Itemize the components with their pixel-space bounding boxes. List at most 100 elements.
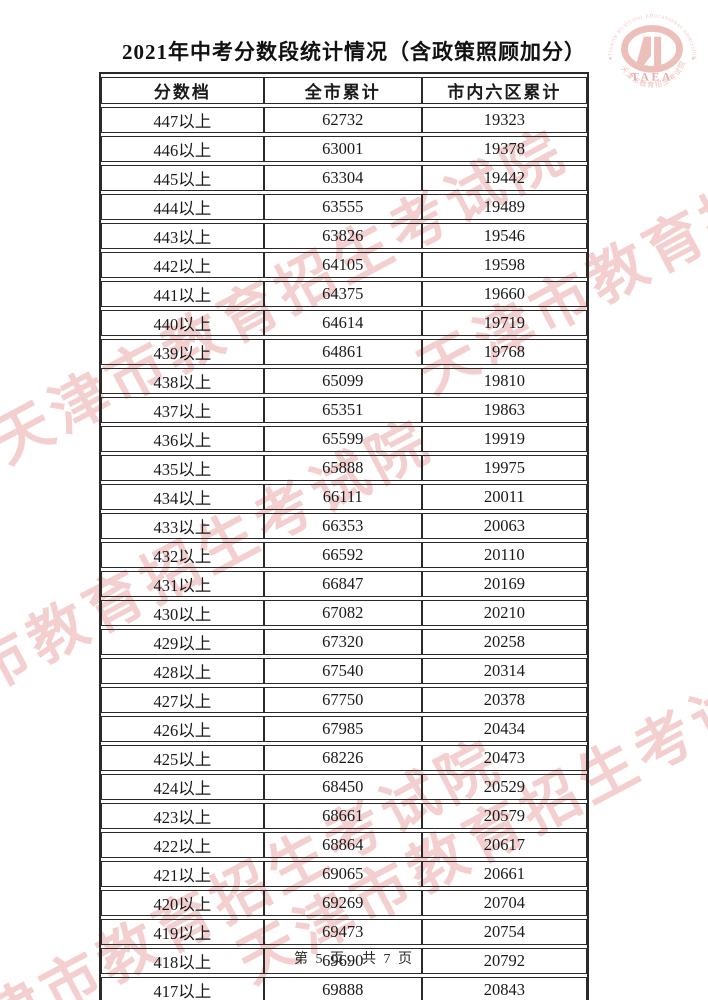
table-row: 421以上 69065 20661 xyxy=(101,861,587,887)
cell-six-districts: 20169 xyxy=(421,571,587,597)
cell-citywide: 65351 xyxy=(263,397,422,423)
header-six-districts-cumulative: 市内六区累计 xyxy=(421,77,587,104)
cell-citywide: 62732 xyxy=(263,107,422,133)
cell-citywide: 69269 xyxy=(263,890,422,916)
cell-six-districts: 20210 xyxy=(421,600,587,626)
cell-six-districts: 20617 xyxy=(421,832,587,858)
cell-six-districts: 20529 xyxy=(421,774,587,800)
cell-citywide: 68661 xyxy=(263,803,422,829)
table-row: 439以上 64861 19768 xyxy=(101,339,587,365)
table-row: 420以上 69269 20704 xyxy=(101,890,587,916)
cell-citywide: 69690 xyxy=(263,948,422,974)
cell-six-districts: 20314 xyxy=(421,658,587,684)
cell-score-tier: 439以上 xyxy=(101,339,264,365)
cell-score-tier: 444以上 xyxy=(101,194,264,220)
cell-citywide: 64861 xyxy=(263,339,422,365)
table-row: 429以上 67320 20258 xyxy=(101,629,587,655)
cell-citywide: 65599 xyxy=(263,426,422,452)
cell-six-districts: 20473 xyxy=(421,745,587,771)
cell-score-tier: 419以上 xyxy=(101,919,264,945)
cell-six-districts: 20110 xyxy=(421,542,587,568)
page-title: 2021年中考分数段统计情况（含政策照顾加分） xyxy=(122,40,586,64)
table-row: 433以上 66353 20063 xyxy=(101,513,587,539)
header-citywide-cumulative: 全市累计 xyxy=(263,77,422,104)
cell-score-tier: 437以上 xyxy=(101,397,264,423)
cell-six-districts: 19598 xyxy=(421,252,587,278)
cell-six-districts: 20661 xyxy=(421,861,587,887)
table-body: 447以上 62732 19323 446以上 63001 19378 445以上 63304… xyxy=(101,107,587,1000)
cell-six-districts: 20063 xyxy=(421,513,587,539)
cell-six-districts: 20011 xyxy=(421,484,587,510)
cell-citywide: 63001 xyxy=(263,136,422,162)
cell-six-districts: 19810 xyxy=(421,368,587,394)
cell-score-tier: 445以上 xyxy=(101,165,264,191)
cell-score-tier: 432以上 xyxy=(101,542,264,568)
cell-six-districts: 20843 xyxy=(421,977,587,1000)
cell-score-tier: 423以上 xyxy=(101,803,264,829)
cell-citywide: 63304 xyxy=(263,165,422,191)
cell-citywide: 67540 xyxy=(263,658,422,684)
cell-score-tier: 420以上 xyxy=(101,890,264,916)
cell-score-tier: 435以上 xyxy=(101,455,264,481)
table-row: 430以上 67082 20210 xyxy=(101,600,587,626)
table-row: 431以上 66847 20169 xyxy=(101,571,587,597)
cell-citywide: 68864 xyxy=(263,832,422,858)
seal-emblem-ring xyxy=(621,25,683,73)
cell-six-districts: 20792 xyxy=(421,948,587,974)
cell-citywide: 66847 xyxy=(263,571,422,597)
table-row: 424以上 68450 20529 xyxy=(101,774,587,800)
cell-score-tier: 418以上 xyxy=(101,948,264,974)
table-row: 440以上 64614 19719 xyxy=(101,310,587,336)
cell-citywide: 67750 xyxy=(263,687,422,713)
cell-score-tier: 425以上 xyxy=(101,745,264,771)
page-number-footer: 第 5 页，共 7 页 xyxy=(294,952,414,967)
cell-citywide: 66111 xyxy=(263,484,422,510)
cell-six-districts: 19975 xyxy=(421,455,587,481)
table-row: 447以上 62732 19323 xyxy=(101,107,587,133)
cell-score-tier: 441以上 xyxy=(101,281,264,307)
table-row: 423以上 68661 20579 xyxy=(101,803,587,829)
cell-score-tier: 429以上 xyxy=(101,629,264,655)
cell-six-districts: 20434 xyxy=(421,716,587,742)
cell-score-tier: 438以上 xyxy=(101,368,264,394)
table-row: 426以上 67985 20434 xyxy=(101,716,587,742)
cell-six-districts: 19378 xyxy=(421,136,587,162)
cell-score-tier: 436以上 xyxy=(101,426,264,452)
table-row: 441以上 64375 19660 xyxy=(101,281,587,307)
table-row: 422以上 68864 20617 xyxy=(101,832,587,858)
cell-six-districts: 20579 xyxy=(421,803,587,829)
cell-score-tier: 422以上 xyxy=(101,832,264,858)
cell-citywide: 67082 xyxy=(263,600,422,626)
cell-six-districts: 19546 xyxy=(421,223,587,249)
cell-citywide: 64375 xyxy=(263,281,422,307)
cell-citywide: 67320 xyxy=(263,629,422,655)
cell-six-districts: 19489 xyxy=(421,194,587,220)
cell-citywide: 69065 xyxy=(263,861,422,887)
cell-score-tier: 443以上 xyxy=(101,223,264,249)
table-row: 437以上 65351 19863 xyxy=(101,397,587,423)
table-row: 445以上 63304 19442 xyxy=(101,165,587,191)
cell-six-districts: 19442 xyxy=(421,165,587,191)
table-row: 444以上 63555 19489 xyxy=(101,194,587,220)
cell-score-tier: 431以上 xyxy=(101,571,264,597)
cell-citywide: 68450 xyxy=(263,774,422,800)
cell-score-tier: 442以上 xyxy=(101,252,264,278)
cell-citywide: 66592 xyxy=(263,542,422,568)
cell-citywide: 66353 xyxy=(263,513,422,539)
taea-seal-logo: TIANJIN MUNICIPAL EDUCATIONAL ADMISSIONS… xyxy=(601,3,696,89)
table-row: 438以上 65099 19810 xyxy=(101,368,587,394)
seal-star-right: ★ xyxy=(691,56,696,62)
table-header-row: 分数档 全市累计 市内六区累计 xyxy=(101,77,587,104)
table-row: 417以上 69888 20843 xyxy=(101,977,587,1000)
header-score-tier: 分数档 xyxy=(101,77,264,104)
cell-score-tier: 424以上 xyxy=(101,774,264,800)
seal-emblem-gate-icon xyxy=(635,36,662,67)
score-table: 分数档 全市累计 市内六区累计 447以上 62732 19323 446以上 6300… xyxy=(99,72,589,1000)
cell-score-tier: 433以上 xyxy=(101,513,264,539)
table-row: 427以上 67750 20378 xyxy=(101,687,587,713)
table-row: 418以上 69690 20792 xyxy=(101,948,587,974)
cell-score-tier: 426以上 xyxy=(101,716,264,742)
cell-citywide: 65888 xyxy=(263,455,422,481)
cell-score-tier: 421以上 xyxy=(101,861,264,887)
